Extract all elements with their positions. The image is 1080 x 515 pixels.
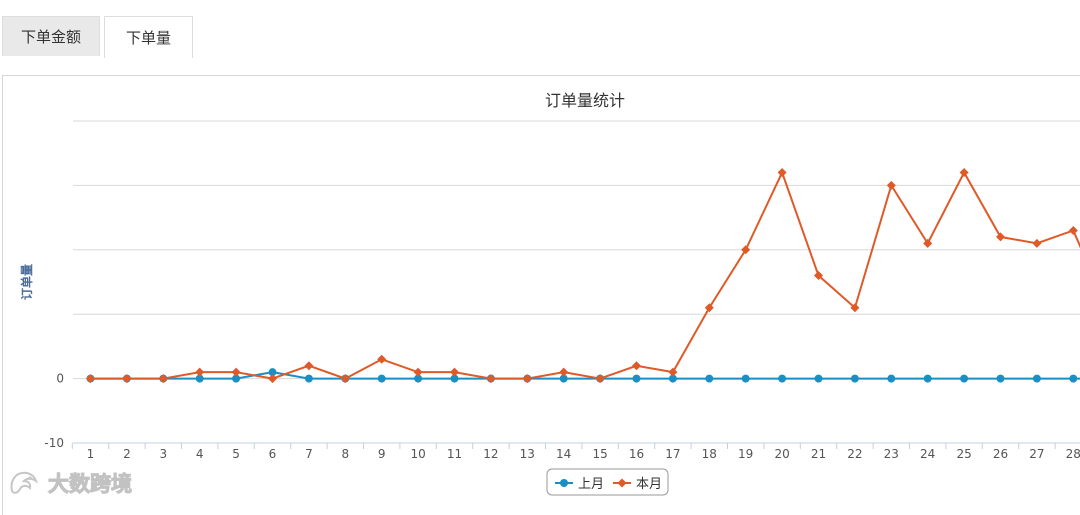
y-tick-label: 0	[56, 372, 64, 386]
x-tick-label: 8	[341, 447, 349, 461]
x-tick-label: 28	[1066, 447, 1080, 461]
x-tick-label: 11	[447, 447, 462, 461]
data-point[interactable]	[450, 368, 459, 377]
x-tick-label: 4	[196, 447, 204, 461]
x-tick-label: 22	[847, 447, 862, 461]
data-point[interactable]	[523, 374, 532, 383]
data-point[interactable]	[960, 375, 968, 383]
x-tick-label: 26	[993, 447, 1008, 461]
x-tick-label: 13	[520, 447, 535, 461]
x-tick-label: 23	[884, 447, 899, 461]
series-line-1	[91, 173, 1080, 379]
data-point[interactable]	[996, 232, 1005, 241]
x-tick-label: 25	[956, 447, 971, 461]
x-tick-label: 5	[232, 447, 240, 461]
dragon-logo-icon	[8, 469, 42, 497]
y-axis-label: 订单量	[19, 264, 34, 300]
x-tick-label: 7	[305, 447, 313, 461]
data-point[interactable]	[851, 375, 859, 383]
x-tick-label: 20	[774, 447, 789, 461]
data-point[interactable]	[1069, 226, 1078, 235]
watermark-text: 大数跨境	[48, 468, 132, 498]
x-tick-label: 18	[702, 447, 717, 461]
data-point[interactable]	[960, 168, 969, 177]
data-point[interactable]	[195, 368, 204, 377]
legend-marker	[560, 479, 568, 487]
data-point[interactable]	[778, 375, 786, 383]
x-tick-label: 2	[123, 447, 131, 461]
data-point[interactable]	[414, 368, 423, 377]
legend-label[interactable]: 上月	[578, 477, 604, 492]
watermark: 大数跨境	[8, 468, 132, 498]
x-tick-label: 6	[269, 447, 277, 461]
data-point[interactable]	[486, 374, 495, 383]
x-tick-label: 12	[483, 447, 498, 461]
legend: 上月 本月	[547, 469, 668, 495]
x-tick-label: 3	[159, 447, 167, 461]
data-point[interactable]	[633, 375, 641, 383]
x-tick-label: 17	[665, 447, 680, 461]
data-point[interactable]	[1032, 239, 1041, 248]
y-tick-label: -10	[44, 436, 64, 450]
data-point[interactable]	[122, 374, 131, 383]
data-point[interactable]	[924, 375, 932, 383]
data-point[interactable]	[304, 361, 313, 370]
x-tick-label: 24	[920, 447, 935, 461]
data-point[interactable]	[668, 368, 677, 377]
x-tick-label: 21	[811, 447, 826, 461]
data-point[interactable]	[705, 375, 713, 383]
data-point[interactable]	[596, 374, 605, 383]
data-point[interactable]	[1069, 375, 1077, 383]
data-point[interactable]	[742, 375, 750, 383]
x-tick-label: 14	[556, 447, 571, 461]
data-point[interactable]	[1033, 375, 1041, 383]
legend-label[interactable]: 本月	[636, 477, 662, 492]
data-point[interactable]	[341, 374, 350, 383]
data-point[interactable]	[632, 361, 641, 370]
data-point[interactable]	[305, 375, 313, 383]
x-tick-label: 1	[87, 447, 95, 461]
data-point[interactable]	[378, 375, 386, 383]
data-point[interactable]	[815, 375, 823, 383]
x-tick-label: 10	[410, 447, 425, 461]
x-tick-label: 15	[592, 447, 607, 461]
data-point[interactable]	[997, 375, 1005, 383]
x-tick-label: 9	[378, 447, 386, 461]
data-point[interactable]	[268, 374, 277, 383]
x-tick-label: 16	[629, 447, 644, 461]
x-tick-label: 27	[1029, 447, 1044, 461]
data-point[interactable]	[232, 368, 241, 377]
x-tick-label: 19	[738, 447, 753, 461]
data-point[interactable]	[159, 374, 168, 383]
data-point[interactable]	[559, 368, 568, 377]
data-point[interactable]	[86, 374, 95, 383]
chart-title: 订单量统计	[545, 91, 625, 110]
data-point[interactable]	[887, 375, 895, 383]
data-point[interactable]	[377, 355, 386, 364]
data-point[interactable]	[778, 168, 787, 177]
